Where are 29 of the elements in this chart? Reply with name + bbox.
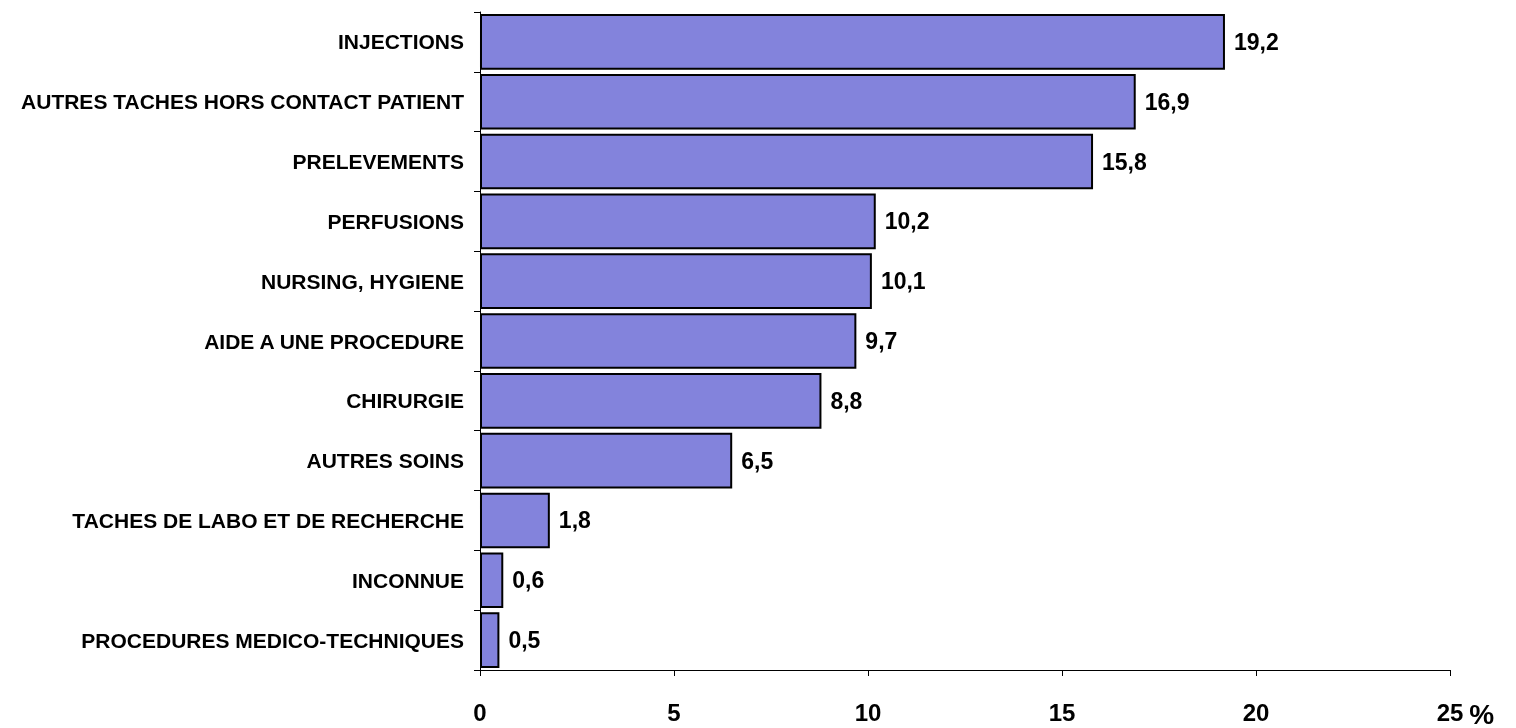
data-label: 9,7: [865, 328, 898, 354]
y-tick-label: AUTRES TACHES HORS CONTACT PATIENT: [21, 90, 465, 114]
data-label: 19,2: [1233, 28, 1279, 55]
x-tick-label: 0: [473, 698, 487, 726]
x-tick-label: 15: [1048, 698, 1076, 726]
y-tick-label: AUTRES SOINS: [306, 449, 464, 473]
data-label: 16,9: [1144, 88, 1190, 115]
x-tick-label: 25: [1436, 698, 1464, 726]
data-label: 10,2: [884, 208, 930, 235]
data-label: 10,1: [880, 268, 926, 295]
y-tick-label: NURSING, HYGIENE: [260, 269, 464, 293]
y-tick-label: INCONNUE: [351, 568, 464, 592]
y-tick-label: PERFUSIONS: [327, 209, 464, 233]
y-tick-label: AIDE A UNE PROCEDURE: [204, 329, 464, 353]
y-tick-label: PRELEVEMENTS: [292, 150, 464, 174]
data-label: 0,5: [508, 627, 541, 654]
x-tick-label: 20: [1242, 698, 1270, 726]
y-tick-label: CHIRURGIE: [346, 389, 464, 413]
y-tick-label: PROCEDURES MEDICO-TECHNIQUES: [81, 628, 464, 652]
y-tick-label: INJECTIONS: [337, 30, 464, 54]
data-label: 8,8: [830, 387, 863, 414]
data-label: 0,6: [512, 567, 545, 594]
data-label: 6,5: [741, 447, 774, 474]
data-label: 15,8: [1102, 148, 1148, 175]
x-tick-label: 5: [667, 698, 681, 726]
y-tick-label: TACHES DE LABO ET DE RECHERCHE: [72, 508, 464, 532]
x-tick-label: 10: [854, 698, 882, 726]
data-label: 1,8: [558, 507, 592, 534]
x-axis-title: %: [1469, 698, 1495, 728]
